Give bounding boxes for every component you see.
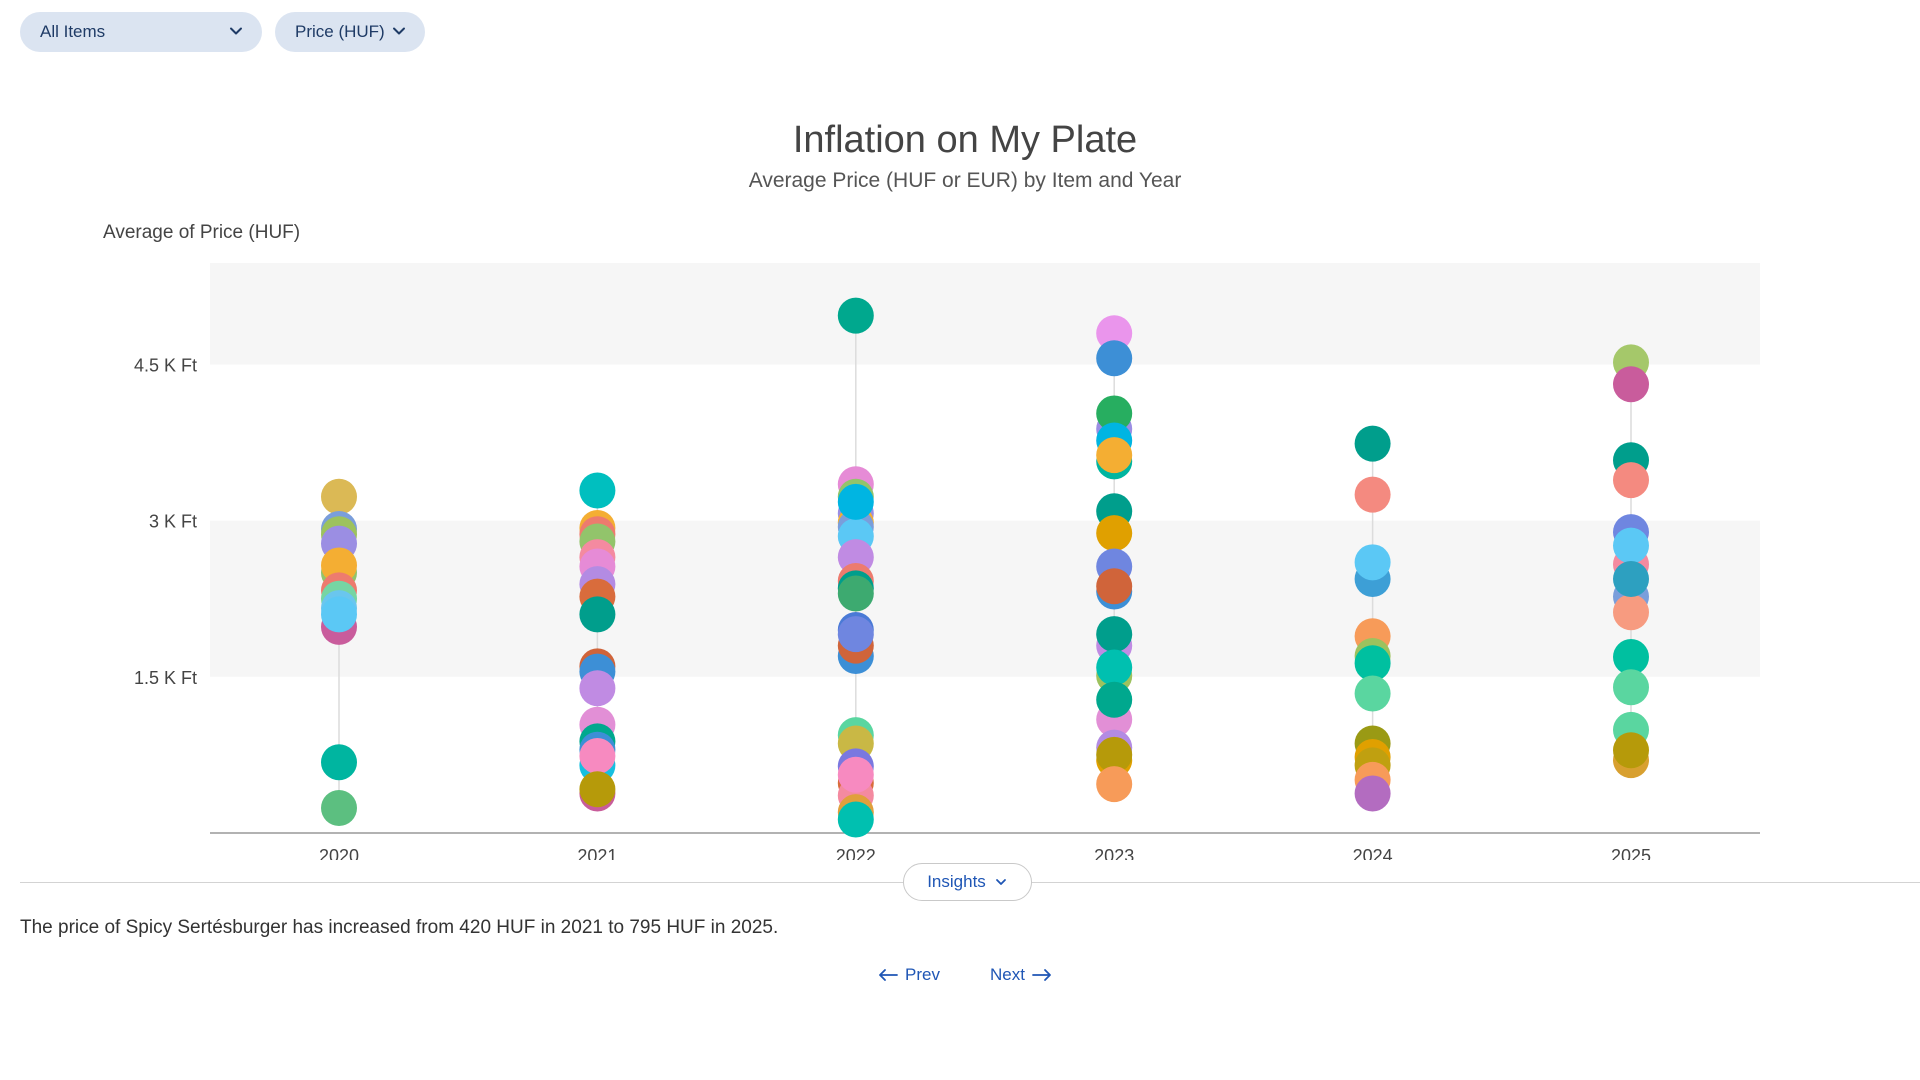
data-point[interactable] bbox=[1354, 775, 1391, 812]
y-tick-label: 1.5 K Ft bbox=[134, 668, 197, 688]
data-point[interactable] bbox=[321, 547, 357, 584]
grid-band bbox=[210, 263, 1760, 365]
metric-dropdown[interactable]: Price (HUF) bbox=[275, 12, 425, 52]
data-point[interactable] bbox=[1096, 736, 1133, 773]
data-point[interactable] bbox=[1096, 681, 1133, 718]
data-point[interactable] bbox=[1354, 544, 1391, 581]
next-label: Next bbox=[990, 965, 1025, 984]
metric-dropdown-label: Price (HUF) bbox=[295, 22, 385, 41]
data-point[interactable] bbox=[1096, 340, 1133, 377]
data-point[interactable] bbox=[1096, 649, 1133, 686]
next-button[interactable]: Next bbox=[990, 965, 1053, 985]
data-point[interactable] bbox=[321, 596, 357, 633]
data-point[interactable] bbox=[579, 670, 616, 707]
x-tick-label: 2022 bbox=[836, 846, 876, 860]
insights-button[interactable]: Insights bbox=[903, 863, 1032, 901]
data-point[interactable] bbox=[837, 756, 874, 793]
data-point[interactable] bbox=[837, 801, 874, 838]
data-point[interactable] bbox=[1096, 315, 1133, 352]
chevron-down-icon bbox=[995, 879, 1006, 885]
data-point[interactable] bbox=[837, 616, 874, 653]
data-point[interactable] bbox=[1613, 366, 1649, 403]
data-point[interactable] bbox=[1613, 527, 1649, 564]
data-point[interactable] bbox=[579, 472, 616, 509]
data-point[interactable] bbox=[321, 478, 357, 515]
data-point[interactable] bbox=[837, 575, 874, 612]
data-point[interactable] bbox=[1613, 560, 1649, 597]
insight-text: The price of Spicy Sertésburger has incr… bbox=[20, 917, 779, 938]
arrow-left-icon bbox=[879, 969, 898, 981]
chart-title: Inflation on My Plate bbox=[793, 119, 1137, 161]
data-point[interactable] bbox=[1613, 669, 1649, 706]
chevron-down-icon bbox=[230, 27, 242, 35]
grid-band bbox=[210, 520, 1760, 677]
data-point[interactable] bbox=[1354, 425, 1391, 462]
data-point[interactable] bbox=[1613, 732, 1649, 769]
data-point[interactable] bbox=[837, 483, 874, 520]
x-tick-label: 2020 bbox=[319, 846, 359, 860]
y-tick-label: 3 K Ft bbox=[149, 512, 197, 532]
x-tick-label: 2021 bbox=[577, 846, 617, 860]
data-point[interactable] bbox=[321, 790, 357, 827]
prev-label: Prev bbox=[905, 965, 940, 984]
arrow-right-icon bbox=[1032, 969, 1051, 981]
y-tick-label: 4.5 K Ft bbox=[134, 356, 197, 376]
y-axis-title: Average of Price (HUF) bbox=[103, 222, 300, 243]
x-tick-label: 2025 bbox=[1611, 846, 1651, 860]
x-axis-ticks: 2020 2021 2022 2023 2024 2025 bbox=[319, 846, 1651, 860]
data-point[interactable] bbox=[1096, 616, 1133, 653]
items-dropdown[interactable]: All Items bbox=[20, 12, 262, 52]
items-dropdown-label: All Items bbox=[40, 22, 106, 41]
data-point[interactable] bbox=[579, 596, 616, 633]
y-axis-ticks: 1.5 K Ft 3 K Ft 4.5 K Ft bbox=[134, 356, 197, 688]
data-point[interactable] bbox=[579, 771, 616, 808]
data-point[interactable] bbox=[1354, 476, 1391, 513]
data-point[interactable] bbox=[579, 737, 616, 774]
data-point[interactable] bbox=[1354, 675, 1391, 712]
x-tick-label: 2023 bbox=[1094, 846, 1134, 860]
insights-label: Insights bbox=[927, 872, 986, 891]
chart: Inflation on My Plate Average Price (HUF… bbox=[103, 119, 1760, 860]
data-point[interactable] bbox=[1613, 594, 1649, 631]
data-point[interactable] bbox=[1354, 645, 1391, 682]
data-point[interactable] bbox=[321, 744, 357, 781]
prev-button[interactable]: Prev bbox=[877, 965, 940, 985]
data-point[interactable] bbox=[1096, 568, 1133, 605]
data-points bbox=[321, 297, 1649, 838]
data-point[interactable] bbox=[1096, 395, 1133, 432]
grid-bands bbox=[210, 263, 1760, 677]
data-point[interactable] bbox=[1096, 437, 1133, 474]
data-point[interactable] bbox=[1096, 515, 1133, 552]
data-point[interactable] bbox=[837, 297, 874, 334]
chevron-down-icon bbox=[393, 27, 405, 35]
x-tick-label: 2024 bbox=[1353, 846, 1393, 860]
data-point[interactable] bbox=[1096, 766, 1133, 803]
data-point[interactable] bbox=[1613, 639, 1649, 676]
chart-subtitle: Average Price (HUF or EUR) by Item and Y… bbox=[749, 169, 1182, 192]
data-point[interactable] bbox=[1613, 462, 1649, 499]
